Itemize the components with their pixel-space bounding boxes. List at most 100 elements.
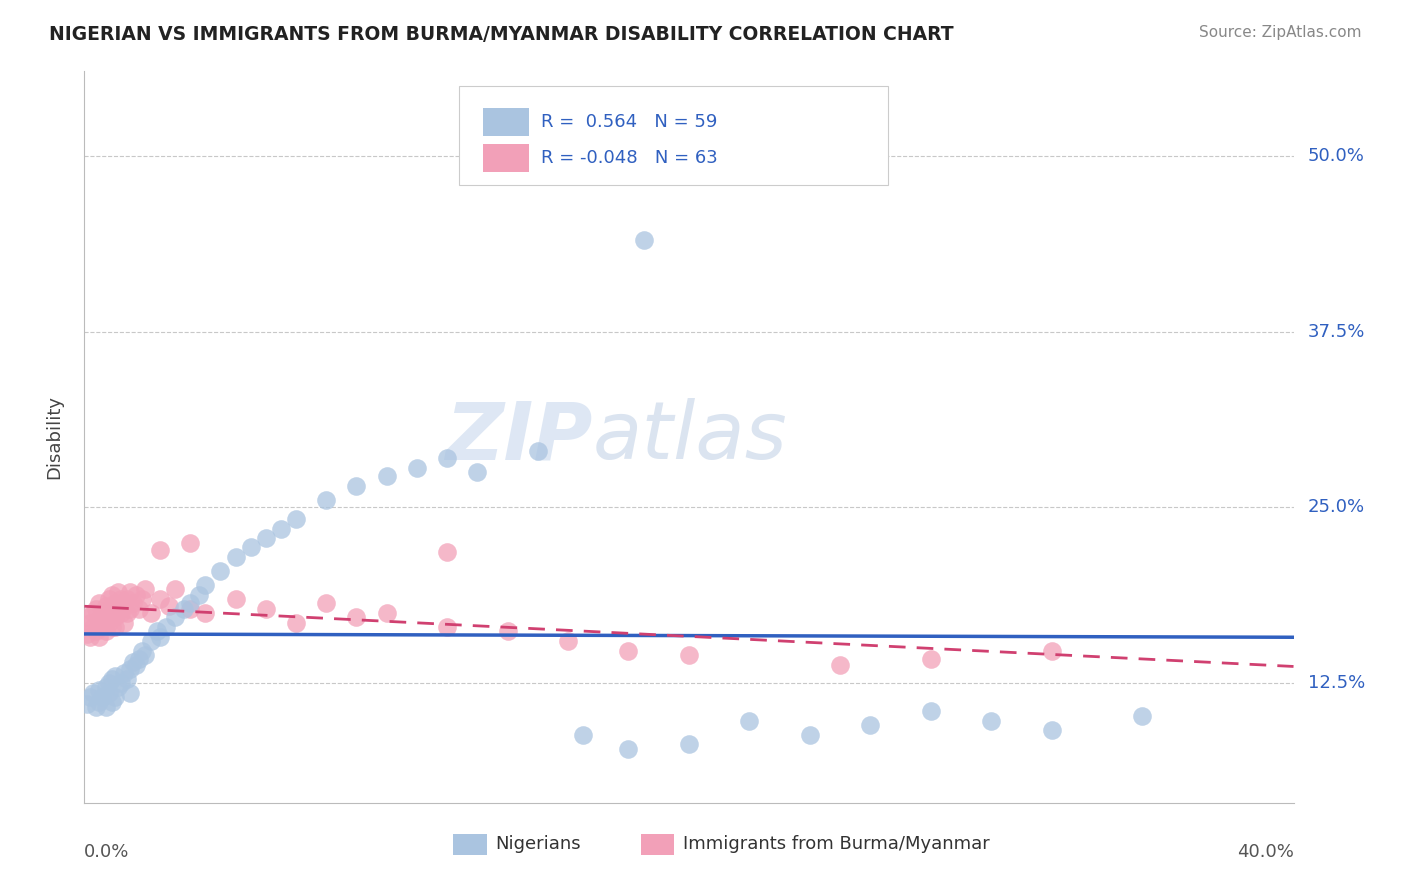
FancyBboxPatch shape (460, 86, 889, 185)
Point (110, 591, 132, 606)
Text: 40.0%: 40.0% (1237, 843, 1294, 861)
Point (118, 601, 141, 615)
Point (617, 644, 640, 658)
Point (89, 613, 111, 627)
Point (86, 601, 108, 615)
Point (79, 630, 101, 644)
Point (1130, 708, 1153, 723)
Text: 0.0%: 0.0% (84, 843, 129, 861)
Point (110, 676, 132, 690)
Point (799, 728, 821, 742)
Point (100, 620, 122, 634)
Point (346, 479, 368, 493)
Point (128, 652, 150, 666)
Text: atlas: atlas (592, 398, 787, 476)
Point (436, 545, 458, 559)
Point (79, 690, 101, 705)
Point (82, 686, 104, 700)
Point (149, 630, 172, 644)
Text: Nigerians: Nigerians (495, 836, 581, 854)
Point (100, 694, 122, 708)
Text: ZIP: ZIP (444, 398, 592, 476)
Point (179, 596, 201, 610)
Point (139, 634, 162, 648)
Point (1040, 644, 1063, 658)
Point (270, 522, 292, 536)
Point (91, 606, 114, 620)
Point (115, 672, 138, 686)
Point (179, 601, 201, 615)
Point (155, 620, 177, 634)
Point (94, 624, 117, 639)
Point (82, 620, 104, 634)
Point (97, 601, 120, 615)
Point (91, 620, 114, 634)
Point (104, 596, 127, 610)
Point (496, 624, 519, 639)
Point (112, 599, 135, 613)
Text: 50.0%: 50.0% (1308, 147, 1365, 165)
Point (89, 630, 111, 644)
Point (112, 666, 135, 681)
Point (173, 601, 195, 615)
Point (131, 591, 153, 606)
Point (134, 582, 156, 596)
Point (375, 469, 398, 483)
Point (139, 606, 162, 620)
Point (436, 451, 458, 466)
Point (149, 542, 172, 557)
Point (920, 705, 942, 719)
Point (97, 686, 120, 700)
Point (104, 690, 127, 705)
Point (225, 591, 247, 606)
Point (134, 648, 156, 662)
Point (617, 742, 640, 756)
Point (100, 606, 122, 620)
Point (76, 627, 98, 641)
Point (112, 615, 135, 630)
Point (89, 683, 111, 698)
Point (406, 461, 429, 475)
Point (107, 681, 129, 695)
Point (830, 657, 852, 672)
FancyBboxPatch shape (453, 833, 486, 855)
Point (125, 657, 148, 672)
FancyBboxPatch shape (484, 108, 529, 136)
Point (91, 690, 114, 705)
Point (76, 610, 98, 624)
Point (131, 644, 153, 658)
Point (254, 601, 277, 615)
Point (194, 578, 217, 592)
Point (225, 549, 247, 564)
Point (115, 606, 138, 620)
Point (125, 588, 148, 602)
Point (165, 610, 187, 624)
Point (107, 601, 129, 615)
Point (194, 606, 217, 620)
Point (94, 700, 117, 714)
Y-axis label: Disability: Disability (45, 395, 63, 479)
Point (115, 591, 138, 606)
Point (165, 582, 187, 596)
Point (79, 615, 101, 630)
FancyBboxPatch shape (641, 833, 675, 855)
Point (82, 606, 104, 620)
Point (436, 620, 458, 634)
Point (209, 564, 232, 578)
Point (1040, 723, 1063, 737)
Point (285, 511, 308, 525)
Point (94, 610, 117, 624)
Point (375, 606, 398, 620)
Point (254, 532, 277, 546)
Point (100, 672, 122, 686)
Point (118, 584, 141, 599)
Text: R =  0.564   N = 59: R = 0.564 N = 59 (541, 112, 718, 130)
Point (239, 540, 262, 554)
Point (104, 610, 127, 624)
Point (179, 535, 201, 549)
Point (146, 624, 169, 639)
Point (315, 493, 337, 508)
Point (110, 606, 132, 620)
Point (572, 728, 595, 742)
Point (97, 676, 120, 690)
